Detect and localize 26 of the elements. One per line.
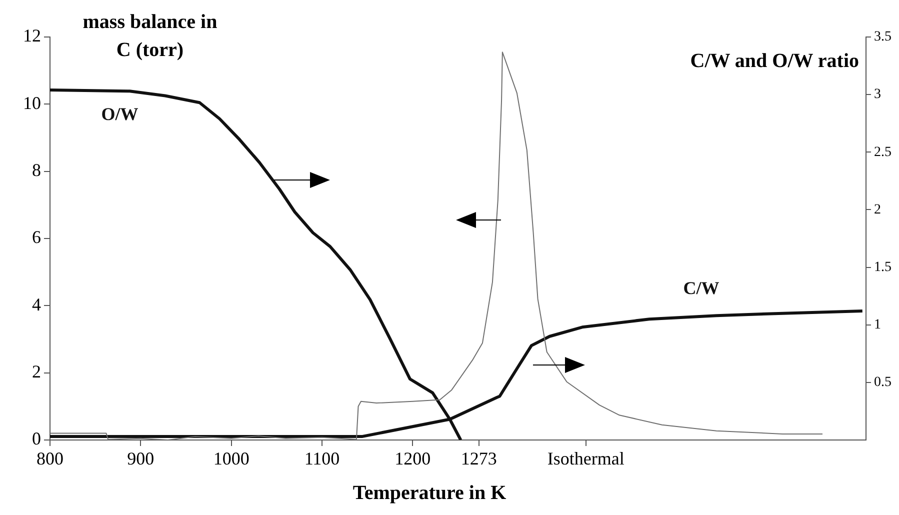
y-tick-label: 8 <box>32 160 41 180</box>
y2-tick-label: 1 <box>874 318 881 333</box>
x-tick-label: 1000 <box>213 448 250 469</box>
y2-tick-label: 1.5 <box>874 260 892 275</box>
x-tick-label: 1100 <box>304 448 340 469</box>
x-tick-label: 1273 <box>460 448 497 469</box>
y-tick-label: 4 <box>32 294 41 314</box>
y-tick-label: 6 <box>32 227 41 248</box>
x-tick-label: Isothermal <box>547 448 624 469</box>
x-axis-title: Temperature in K <box>352 482 506 504</box>
y-tick-label: 2 <box>32 362 41 382</box>
y2-tick-label: 3 <box>874 87 881 102</box>
y-tick-label: 10 <box>23 92 41 113</box>
y-axis-title: mass balance in C (torr) <box>82 10 218 63</box>
y2-tick-label: 2 <box>874 202 881 218</box>
y2-tick-label: 3.5 <box>874 30 892 45</box>
y-tick-label: 0 <box>32 428 41 449</box>
y-tick-label: 12 <box>23 26 41 46</box>
series-label: O/W <box>101 104 138 124</box>
y2-axis-title: C/W and O/W ratio <box>690 50 859 73</box>
x-tick-label: 800 <box>36 448 64 469</box>
series-label: C/W <box>683 278 720 298</box>
x-tick-label: 900 <box>127 448 154 469</box>
y2-tick-label: 2.5 <box>874 144 892 160</box>
y2-tick-label: 0.5 <box>874 375 892 390</box>
x-tick-label: 1200 <box>394 448 431 469</box>
